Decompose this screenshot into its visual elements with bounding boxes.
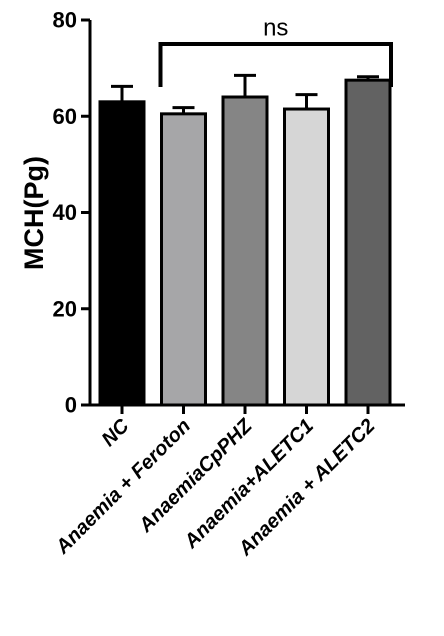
bar <box>160 112 207 407</box>
bars-group <box>98 78 392 407</box>
bar <box>98 100 146 407</box>
y-tick-label: 20 <box>53 296 77 321</box>
y-axis-title: MCH(Pg) <box>19 156 49 270</box>
bar <box>221 95 269 407</box>
y-tick-label: 60 <box>53 104 77 129</box>
error-bars-group <box>111 73 379 114</box>
significance-bracket: ns <box>158 15 393 87</box>
category-label: NC <box>98 415 134 451</box>
bar <box>344 78 392 407</box>
bar <box>283 107 330 407</box>
y-tick-label: 80 <box>53 8 77 33</box>
y-axis: 0 20 40 60 80 <box>53 8 92 418</box>
category-label: AnaemiaCpPHZ <box>134 414 257 537</box>
significance-label: ns <box>263 15 288 42</box>
significance-bracket-line <box>158 42 393 87</box>
y-tick-label: 0 <box>65 393 77 418</box>
y-tick-label: 40 <box>53 200 77 225</box>
